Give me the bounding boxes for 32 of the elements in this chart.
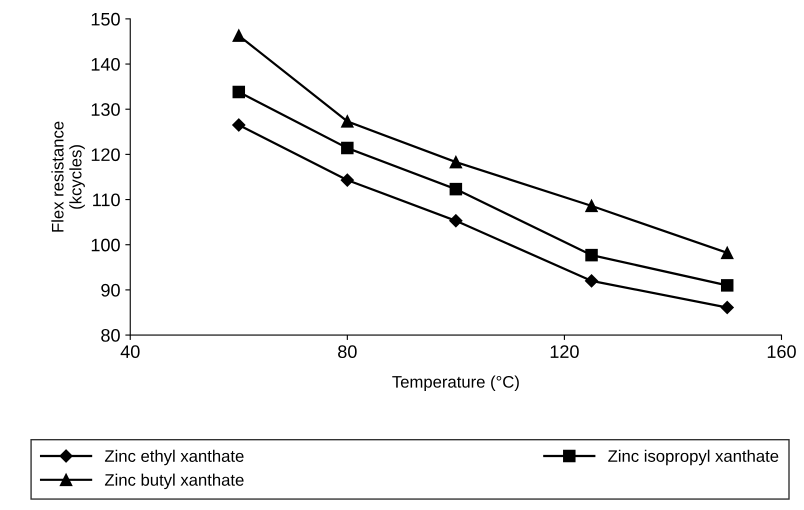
y-tick-label: 110 xyxy=(93,193,120,206)
x-tick-label: 120 xyxy=(550,345,579,358)
legend-label: Zinc butyl xanthate xyxy=(104,474,244,490)
y-tick-label: 80 xyxy=(101,329,120,342)
x-tick-label: 40 xyxy=(120,345,140,358)
y-tick-label: 90 xyxy=(101,284,120,297)
point xyxy=(720,279,734,292)
legend-label: Zinc ethyl xanthate xyxy=(104,450,244,466)
point xyxy=(450,156,462,168)
point xyxy=(584,274,598,288)
point xyxy=(585,200,598,212)
y-tick-label: 150 xyxy=(92,12,120,26)
point xyxy=(340,174,354,187)
y-axis-title: Flex resistance (kcycles) xyxy=(51,122,85,232)
point xyxy=(341,115,354,128)
point xyxy=(232,118,246,132)
x-tick-label: 80 xyxy=(338,345,357,358)
point xyxy=(585,248,598,262)
y-tick-label: 140 xyxy=(92,58,120,71)
point xyxy=(341,142,354,154)
legend-label: Zinc isopropyl xanthate xyxy=(608,450,778,466)
x-tick-label: 160 xyxy=(768,345,796,358)
y-tick-label: 120 xyxy=(92,148,120,162)
point xyxy=(720,300,734,314)
point xyxy=(450,182,462,196)
point xyxy=(449,214,462,228)
y-tick-label: 130 xyxy=(92,103,120,116)
y-tick-label: 100 xyxy=(92,238,120,252)
point xyxy=(232,29,246,42)
point xyxy=(232,86,246,98)
point xyxy=(720,246,734,260)
x-axis-title: Temperature (°C) xyxy=(392,376,519,392)
